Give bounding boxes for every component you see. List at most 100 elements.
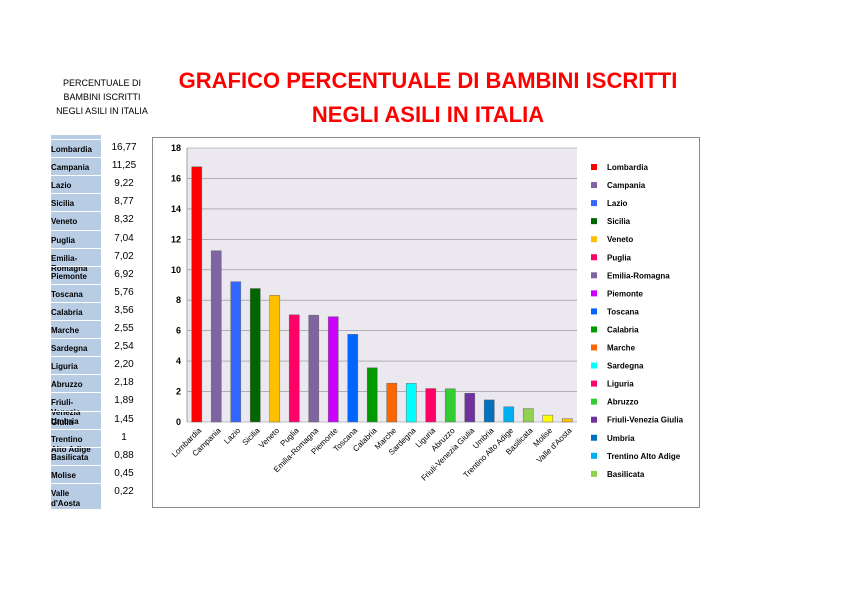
table-row-value: 5,76 (114, 286, 134, 298)
table-row-separator (51, 139, 101, 140)
bar (308, 314, 320, 423)
table-row-value: 2,20 (114, 359, 134, 371)
table-row-separator (51, 229, 101, 231)
legend-label: Lombardia (607, 163, 648, 172)
bar (288, 314, 300, 423)
bar (425, 388, 437, 423)
table-row-separator (51, 301, 101, 303)
table-row-value: 1,45 (114, 413, 134, 425)
table-row-value: 8,77 (114, 196, 134, 208)
table-row-name: Basilicata (51, 452, 89, 462)
table-row-separator (51, 482, 101, 484)
bar (269, 295, 281, 423)
x-tick-label: Lazio (222, 426, 242, 446)
table-row-separator (51, 464, 101, 466)
table-row-separator (51, 356, 101, 358)
chart-title: GRAFICO PERCENTUALE DI BAMBINI ISCRITTI … (150, 64, 706, 132)
legend-label: Calabria (607, 325, 639, 334)
legend-label: Sardegna (607, 362, 644, 371)
chart-container: 0 2 4 6 8 10 12 14 16 18 Lombardia Campania Lazio Sic… (152, 137, 700, 508)
bar (561, 418, 573, 423)
plot-area (187, 148, 577, 422)
legend-swatch (591, 182, 597, 189)
legend-label: Umbria (607, 434, 635, 443)
bar (464, 392, 476, 423)
legend-label: Liguria (607, 380, 634, 389)
table-row-value: 16,77 (111, 142, 137, 153)
legend-label: Emilia-Romagna (607, 271, 670, 280)
legend-swatch (591, 362, 597, 369)
table-row-value: 2,55 (114, 323, 134, 334)
bar (444, 388, 456, 423)
x-tick-label: Veneto (257, 426, 281, 450)
table-row-value: 11,25 (111, 160, 137, 172)
y-tick-label: 2 (176, 387, 181, 397)
table-row-value: 2,18 (114, 377, 134, 389)
table-row-separator (51, 428, 101, 430)
table-row-name: Emilia- Romagna (51, 253, 88, 273)
legend-label: Puglia (607, 253, 632, 262)
legend-swatch (591, 272, 597, 279)
table-row-separator (51, 157, 101, 159)
chart-title-line-1: GRAFICO PERCENTUALE DI BAMBINI ISCRITTI (178, 68, 678, 93)
table-row-separator (51, 265, 101, 267)
legend-swatch (591, 218, 597, 225)
legend-label: Marche (607, 344, 636, 353)
legend-label: Sicilia (607, 217, 631, 226)
table-row-separator (51, 392, 101, 394)
bar (249, 288, 261, 423)
table-row-value: 9,22 (114, 178, 134, 190)
legend-swatch (591, 452, 597, 459)
bar (366, 367, 378, 423)
bar (347, 334, 359, 423)
table-row-name: Trentino Alto Adige (51, 434, 91, 454)
bar (327, 316, 339, 423)
legend-swatch (591, 254, 597, 261)
table-row-name: Sardegna (51, 344, 88, 354)
table-row-value: 2,54 (114, 341, 134, 353)
table-row-name: Puglia (51, 235, 76, 245)
table-row-separator (51, 193, 101, 195)
y-tick-label: 12 (171, 234, 181, 244)
table-row-separator (51, 283, 101, 285)
table-row-separator (51, 410, 101, 412)
legend-label: Trentino Alto Adige (607, 452, 681, 461)
table-row-name: Veneto (51, 217, 78, 227)
bar (386, 382, 398, 423)
legend-label: Basilicata (607, 470, 645, 479)
legend-swatch (591, 200, 597, 207)
table-row-name: Sicilia (51, 199, 75, 209)
table-row-value: 1,89 (114, 395, 134, 407)
legend-swatch (591, 308, 597, 315)
bar-chart: 0 2 4 6 8 10 12 14 16 18 Lombardia Campania Lazio Sic… (170, 143, 684, 483)
table-row-name: Lombardia (51, 145, 92, 154)
table-row-separator (51, 175, 101, 177)
bar (191, 166, 203, 423)
bar (230, 281, 242, 423)
table-row-name: Lazio (51, 181, 72, 191)
y-tick-label: 0 (176, 417, 181, 427)
table-row-value: 0,22 (114, 485, 134, 497)
table-row-value: 7,04 (114, 232, 134, 244)
table-row-name: Liguria (51, 362, 78, 372)
bar (522, 408, 534, 423)
table-row-value: 8,32 (114, 214, 134, 226)
table-row-name: Valle d'Aosta (51, 488, 81, 508)
legend-swatch (591, 434, 597, 441)
y-tick-label: 10 (171, 265, 181, 275)
table-row-name: Campania (51, 163, 90, 173)
table-row-name: Umbria (51, 416, 79, 426)
y-tick-label: 6 (176, 326, 181, 336)
table-row-separator (51, 320, 101, 321)
y-tick-label: 18 (171, 143, 181, 153)
legend-swatch (591, 164, 597, 170)
y-tick-label: 16 (171, 173, 181, 183)
legend-label: Campania (607, 181, 646, 190)
table-row-name: Toscana (51, 289, 83, 299)
bar (542, 414, 554, 423)
y-tick-label: 8 (176, 295, 181, 305)
table-row-separator (51, 446, 101, 448)
table-row-name: Piemonte (51, 271, 88, 281)
bar (210, 250, 222, 423)
table-row-value: 6,92 (114, 268, 134, 280)
